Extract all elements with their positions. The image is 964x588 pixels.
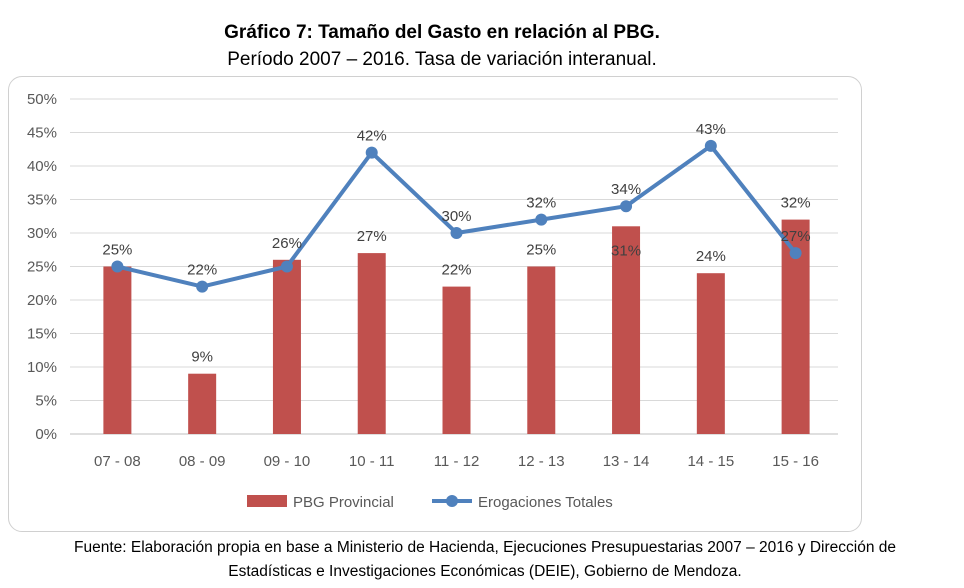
data-label: 25% — [526, 242, 556, 259]
data-label: 32% — [781, 195, 811, 212]
source-line-2: Estadísticas e Investigaciones Económica… — [228, 563, 742, 580]
line-point — [365, 146, 378, 159]
data-label: 43% — [696, 121, 726, 138]
y-tick-label: 30% — [27, 225, 57, 242]
line-point — [196, 280, 209, 293]
data-label: 22% — [187, 262, 217, 279]
x-tick-label: 11 - 12 — [434, 453, 480, 470]
y-tick-label: 40% — [27, 158, 57, 175]
line-point — [789, 247, 802, 260]
legend-label: PBG Provincial — [293, 494, 394, 511]
chart-title: Gráfico 7: Tamaño del Gasto en relación … — [224, 22, 660, 43]
line-point — [280, 260, 293, 273]
data-label: 26% — [272, 235, 302, 252]
bar — [612, 226, 641, 434]
y-tick-label: 0% — [35, 426, 57, 443]
data-label: 22% — [441, 262, 471, 279]
bar — [527, 266, 556, 434]
bar — [103, 266, 132, 434]
bar — [188, 373, 217, 434]
x-tick-label: 10 - 11 — [349, 453, 395, 470]
data-label: 27% — [357, 228, 387, 245]
line-point — [535, 213, 548, 226]
x-tick-label: 13 - 14 — [603, 453, 650, 470]
x-tick-label: 07 - 08 — [94, 453, 141, 470]
legend-swatch-bar — [247, 495, 287, 507]
data-label: 25% — [102, 242, 132, 259]
x-tick-label: 15 - 16 — [772, 453, 819, 470]
y-tick-label: 45% — [27, 125, 57, 142]
data-label: 30% — [441, 208, 471, 225]
source-line-1: Fuente: Elaboración propia en base a Min… — [74, 539, 896, 556]
line-point — [450, 227, 463, 239]
data-label: 27% — [781, 228, 811, 245]
y-tick-label: 5% — [35, 393, 57, 410]
data-label: 31% — [611, 242, 641, 259]
legend-swatch-point — [446, 495, 458, 507]
bar — [442, 286, 471, 434]
x-tick-label: 09 - 10 — [264, 453, 311, 470]
y-tick-label: 10% — [27, 359, 57, 376]
x-tick-label: 14 - 15 — [687, 453, 734, 470]
bar — [272, 259, 301, 434]
line-point — [620, 200, 633, 213]
y-tick-label: 20% — [27, 292, 57, 309]
y-tick-label: 50% — [27, 91, 57, 108]
x-tick-label: 12 - 13 — [518, 453, 565, 470]
line-point — [704, 139, 717, 152]
source-note: Fuente: Elaboración propia en base a Min… — [20, 536, 950, 584]
chart-subtitle: Período 2007 – 2016. Tasa de variación i… — [227, 49, 657, 70]
x-tick-label: 08 - 09 — [179, 453, 226, 470]
bar — [696, 273, 725, 434]
data-label: 34% — [611, 181, 641, 198]
data-label: 9% — [191, 349, 213, 366]
y-tick-label: 25% — [27, 259, 57, 276]
data-label: 42% — [357, 128, 387, 145]
line-point — [111, 260, 124, 273]
data-label: 24% — [696, 248, 726, 265]
y-tick-label: 35% — [27, 192, 57, 209]
chart-frame — [8, 76, 862, 532]
bar — [357, 253, 386, 434]
y-tick-label: 15% — [27, 326, 57, 343]
legend-label: Erogaciones Totales — [478, 494, 613, 511]
data-label: 32% — [526, 195, 556, 212]
